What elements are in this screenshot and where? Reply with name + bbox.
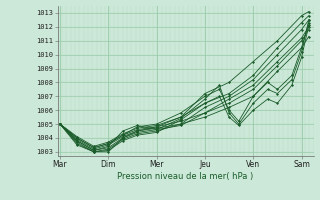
X-axis label: Pression niveau de la mer( hPa ): Pression niveau de la mer( hPa )	[117, 172, 254, 181]
